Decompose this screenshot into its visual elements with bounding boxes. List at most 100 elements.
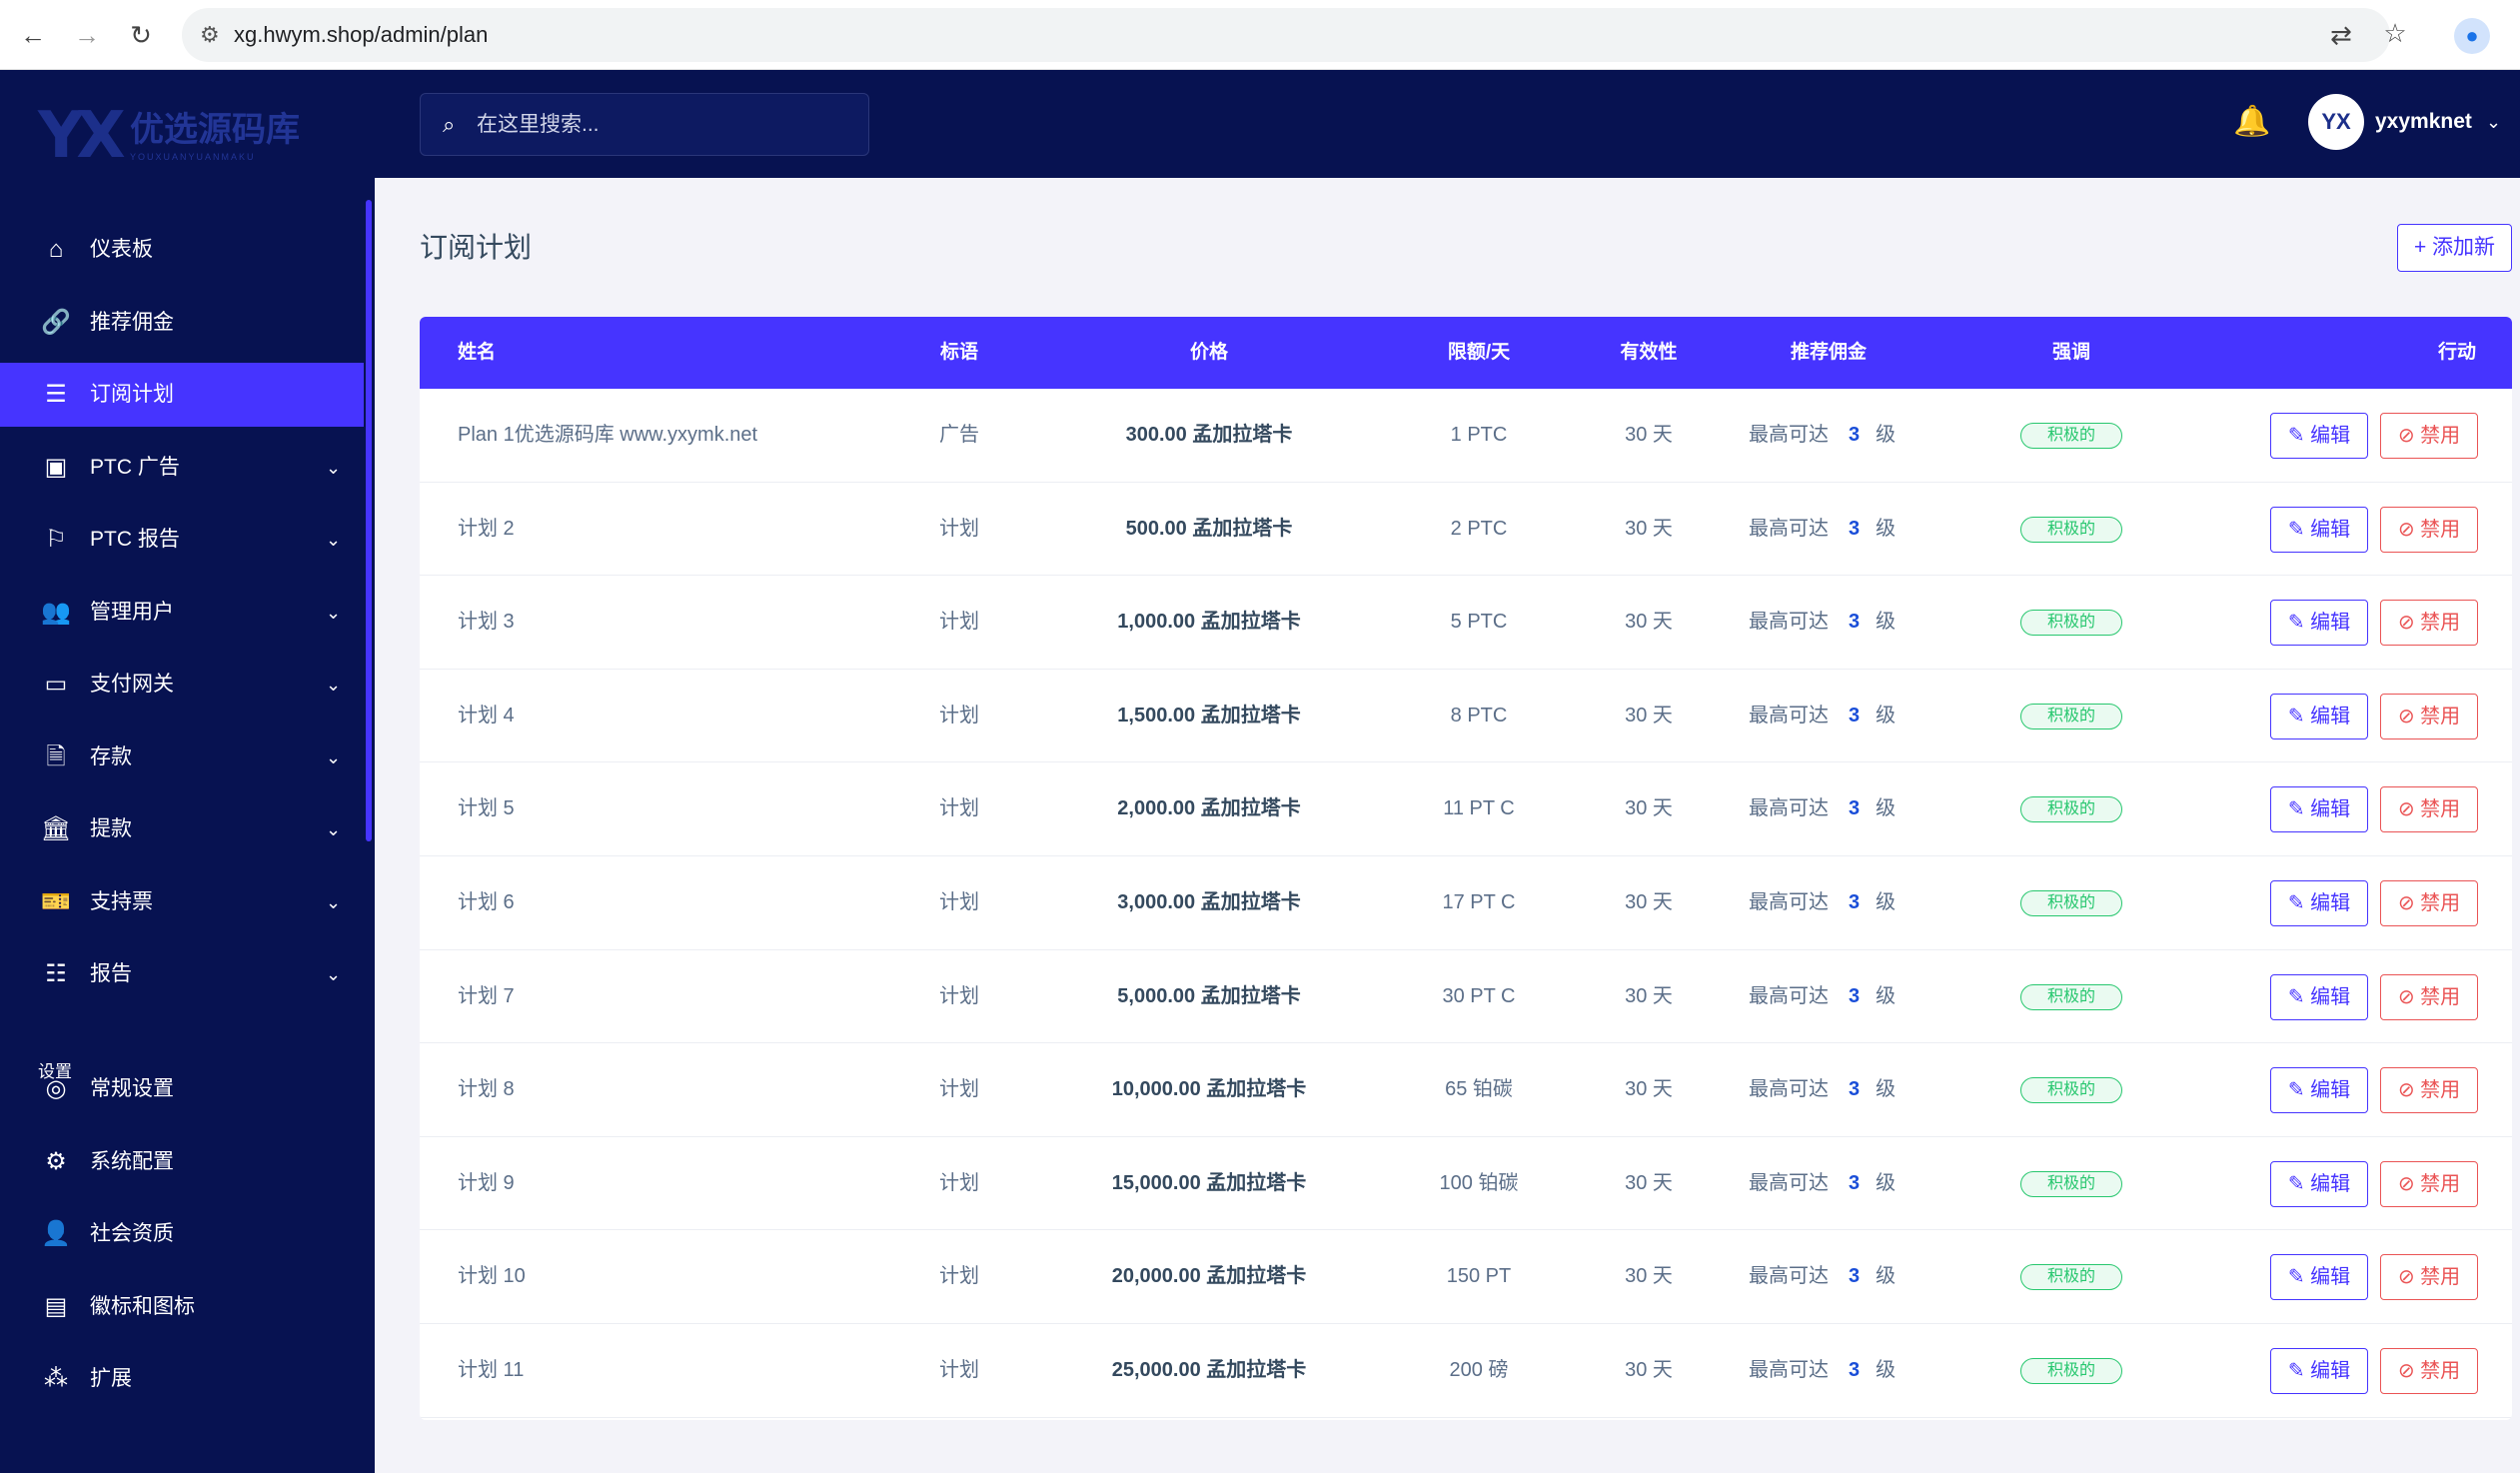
sidebar-item[interactable]: ▣ PTC 广告 ⌄: [0, 436, 364, 500]
referral-suffix: 级: [1876, 517, 1896, 540]
forward-icon[interactable]: →: [74, 20, 100, 50]
plan-referral: 最高可达 3 级: [1749, 1169, 1895, 1197]
status-badge: 积极的: [2020, 516, 2122, 543]
search-input[interactable]: ⌕ 在这里搜索...: [420, 93, 869, 156]
sidebar-item-label: 订阅计划: [90, 383, 174, 406]
sidebar-item[interactable]: 🔗 推荐佣金: [0, 291, 364, 355]
edit-button[interactable]: ✎ 编辑: [2270, 413, 2368, 459]
logo-mark: YX: [38, 99, 126, 173]
edit-button[interactable]: ✎ 编辑: [2270, 506, 2368, 553]
sidebar-item-label: 扩展: [90, 1367, 132, 1390]
disable-button[interactable]: ⊘ 禁用: [2380, 973, 2478, 1020]
sidebar-scrollbar[interactable]: [366, 200, 372, 841]
sidebar-item-label: 支付网关: [90, 673, 174, 696]
col-emphasis: 强调: [2051, 342, 2090, 363]
back-icon[interactable]: ←: [20, 20, 46, 50]
bookmark-star-icon[interactable]: ☆: [2383, 18, 2407, 48]
disable-button[interactable]: ⊘ 禁用: [2380, 1254, 2478, 1301]
add-new-button[interactable]: + 添加新: [2397, 224, 2512, 272]
edit-button[interactable]: ✎ 编辑: [2270, 880, 2368, 926]
disable-button[interactable]: ⊘ 禁用: [2380, 693, 2478, 739]
pencil-icon: ✎: [2287, 1079, 2311, 1102]
sidebar-item[interactable]: 👥 管理用户 ⌄: [0, 581, 364, 645]
ad-icon: ▣: [44, 453, 68, 481]
plan-name: 计划 4: [458, 704, 515, 727]
disable-button[interactable]: ⊘ 禁用: [2380, 1348, 2478, 1394]
edit-label: 编辑: [2310, 518, 2351, 541]
eye-slash-icon: ⊘: [2397, 612, 2421, 635]
edit-label: 编辑: [2310, 1079, 2351, 1102]
avatar[interactable]: YX: [2308, 94, 2364, 150]
status-badge: 积极的: [2020, 1358, 2122, 1384]
users-icon: 👥: [41, 598, 71, 626]
sidebar-settings-item[interactable]: ⚙ 系统配置: [0, 1130, 364, 1194]
sidebar-item-label: 系统配置: [90, 1149, 174, 1173]
sidebar-item[interactable]: 🎫 支持票 ⌄: [0, 870, 364, 934]
sidebar-item[interactable]: 🏛 提款 ⌄: [0, 797, 364, 861]
pencil-icon: ✎: [2287, 425, 2311, 447]
page-title: 订阅计划: [420, 232, 533, 263]
report-list-icon: ☷: [45, 960, 67, 987]
sidebar-settings-item[interactable]: ◎ 常规设置: [0, 1057, 364, 1121]
referral-prefix: 最高可达: [1749, 424, 1829, 446]
disable-button[interactable]: ⊘ 禁用: [2380, 1160, 2478, 1207]
reload-icon[interactable]: ↻: [130, 20, 152, 50]
plan-referral: 最高可达 3 级: [1749, 888, 1895, 916]
plan-validity: 30 天: [1625, 611, 1673, 634]
plan-referral: 最高可达 3 级: [1749, 982, 1895, 1010]
status-badge: 积极的: [2020, 890, 2122, 916]
plan-referral: 最高可达 3 级: [1749, 702, 1895, 730]
disable-button[interactable]: ⊘ 禁用: [2380, 880, 2478, 926]
eye-slash-icon: ⊘: [2397, 1079, 2421, 1102]
col-tag: 标语: [939, 342, 978, 363]
site-settings-icon[interactable]: ⚙: [200, 22, 220, 47]
image-icon: ▤: [44, 1292, 68, 1320]
plan-name: 计划 6: [458, 891, 515, 913]
plan-name: 计划 5: [458, 797, 515, 820]
sidebar-settings-item[interactable]: 👤 社会资质: [0, 1202, 364, 1266]
sidebar-item[interactable]: ⚐ PTC 报告 ⌄: [0, 508, 364, 572]
sidebar-item[interactable]: ☰ 订阅计划: [0, 363, 364, 427]
disable-button[interactable]: ⊘ 禁用: [2380, 600, 2478, 647]
pencil-icon: ✎: [2287, 1360, 2311, 1382]
translate-icon[interactable]: ⇄: [2330, 20, 2352, 50]
edit-button[interactable]: ✎ 编辑: [2270, 693, 2368, 739]
referral-level: 3: [1849, 1171, 1861, 1194]
sidebar-item[interactable]: ☷ 报告 ⌄: [0, 942, 364, 1006]
referral-prefix: 最高可达: [1749, 611, 1829, 634]
edit-button[interactable]: ✎ 编辑: [2270, 1254, 2368, 1301]
edit-button[interactable]: ✎ 编辑: [2270, 1160, 2368, 1207]
disable-button[interactable]: ⊘ 禁用: [2380, 413, 2478, 459]
plan-price: 25,000.00 孟加拉塔卡: [1111, 1359, 1307, 1381]
address-bar[interactable]: ⚙ xg.hwym.shop/admin/plan ⇄: [182, 8, 2390, 62]
pencil-icon: ✎: [2287, 1266, 2311, 1289]
disable-button[interactable]: ⊘ 禁用: [2380, 786, 2478, 833]
edit-button[interactable]: ✎ 编辑: [2270, 786, 2368, 833]
edit-button[interactable]: ✎ 编辑: [2270, 600, 2368, 647]
edit-button[interactable]: ✎ 编辑: [2270, 1067, 2368, 1114]
bell-icon[interactable]: 🔔: [2233, 105, 2271, 138]
plan-price: 1,000.00 孟加拉塔卡: [1117, 611, 1301, 634]
username[interactable]: yxymknet: [2375, 110, 2472, 133]
url-text[interactable]: xg.hwym.shop/admin/plan: [234, 22, 489, 47]
sidebar-item[interactable]: 🗎 存款 ⌄: [0, 726, 364, 789]
bank-icon: 🏛: [40, 815, 72, 842]
chevron-down-icon[interactable]: ⌄: [2486, 112, 2502, 132]
browser-profile-icon[interactable]: ●: [2454, 18, 2490, 54]
disable-button[interactable]: ⊘ 禁用: [2380, 506, 2478, 553]
plan-tag: 计划: [939, 984, 979, 1007]
disable-button[interactable]: ⊘ 禁用: [2380, 1067, 2478, 1114]
plan-validity: 30 天: [1625, 984, 1673, 1007]
sidebar-settings-item[interactable]: ▤ 徽标和图标: [0, 1275, 364, 1339]
sidebar-item[interactable]: ⌂ 仪表板: [0, 218, 364, 282]
plan-price: 300.00 孟加拉塔卡: [1125, 424, 1293, 446]
col-validity: 有效性: [1620, 342, 1678, 363]
sidebar-settings-item[interactable]: ⁂ 扩展: [0, 1347, 364, 1411]
sidebar-item[interactable]: ▭ 支付网关 ⌄: [0, 653, 364, 717]
plan-tag: 计划: [939, 1078, 979, 1101]
disable-label: 禁用: [2420, 1172, 2461, 1195]
eye-slash-icon: ⊘: [2397, 705, 2421, 728]
edit-button[interactable]: ✎ 编辑: [2270, 973, 2368, 1020]
edit-button[interactable]: ✎ 编辑: [2270, 1348, 2368, 1394]
referral-level: 3: [1849, 797, 1861, 820]
